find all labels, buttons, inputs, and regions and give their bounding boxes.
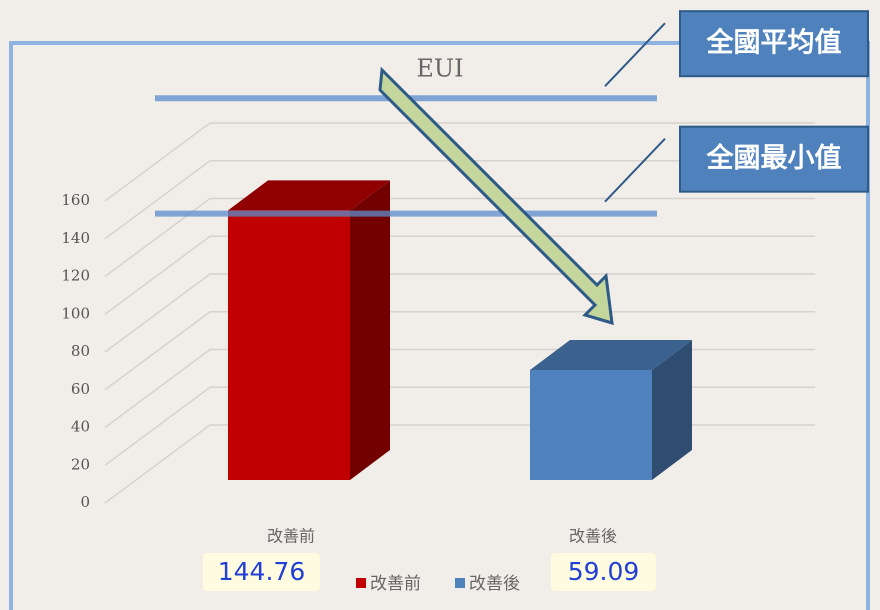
y-tick-label: 120 — [61, 267, 90, 285]
x-tick-label: 改善前 — [267, 527, 315, 546]
y-tick-label: 40 — [71, 418, 90, 436]
legend-label: 改善前 — [370, 574, 421, 594]
callout-box — [679, 125, 869, 193]
data-label: 59.09 — [568, 557, 640, 586]
legend-label: 改善後 — [469, 574, 520, 594]
grid-line — [104, 122, 815, 202]
callout-text: 全國平均值 — [706, 27, 842, 59]
y-tick-label: 0 — [80, 493, 90, 511]
y-tick-label: 60 — [71, 380, 90, 398]
leader-line — [604, 137, 666, 203]
grid-line — [104, 273, 815, 353]
grid-line — [104, 197, 815, 278]
bar-side — [652, 339, 692, 480]
y-tick-label: 100 — [61, 304, 90, 322]
legend-swatch — [356, 578, 366, 588]
data-label-box — [203, 553, 320, 591]
y-tick-label: 140 — [61, 229, 90, 247]
bar-top — [530, 339, 692, 370]
grid-line — [104, 160, 815, 240]
grid-line — [104, 235, 815, 315]
bar — [530, 369, 652, 480]
callout-text: 全國最小值 — [706, 142, 842, 174]
bars — [228, 180, 692, 480]
bar-side — [350, 180, 390, 480]
y-tick-label: 80 — [71, 342, 90, 360]
x-tick-label: 改善後 — [569, 527, 617, 546]
callout-box — [679, 10, 869, 78]
chart-title: EUI — [416, 55, 463, 83]
y-tick-label: 160 — [61, 191, 90, 209]
y-tick-label: 20 — [71, 455, 90, 473]
legend-swatch — [455, 578, 465, 588]
grid-line — [104, 311, 815, 391]
grid: 0 20 40 60 80 100 120 140 160 — [61, 122, 815, 511]
data-label-box — [551, 553, 656, 591]
arrow — [378, 66, 614, 326]
bar — [228, 210, 350, 480]
data-label: 144.76 — [218, 557, 305, 586]
leader-line — [604, 22, 666, 87]
bar-top — [228, 180, 390, 211]
frame — [9, 41, 870, 610]
